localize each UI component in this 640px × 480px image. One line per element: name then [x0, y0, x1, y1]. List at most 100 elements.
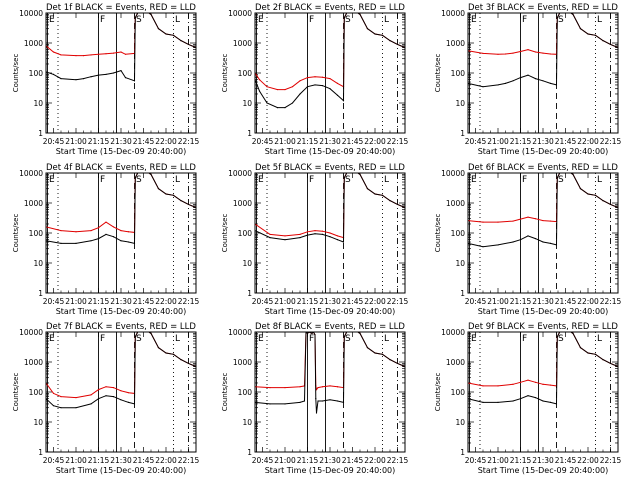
- marker-label: E: [471, 334, 477, 344]
- x-axis-label: Start Time (15-Dec-09 20:40:00): [478, 466, 609, 475]
- events-point: [299, 237, 301, 239]
- events-point: [276, 107, 279, 109]
- events-point: [587, 33, 589, 35]
- y-tick-label: 100: [238, 229, 253, 238]
- events-point: [90, 240, 92, 242]
- detector-panel: Det 4f BLACK = Events, RED = LLD 1 10 100 10…: [12, 163, 200, 316]
- events-point: [315, 398, 317, 400]
- y-tick-label: 100: [238, 388, 253, 397]
- events-point: [482, 86, 484, 88]
- events-point: [306, 86, 309, 88]
- lld-point: [336, 235, 339, 237]
- x-tick-label: 20:45: [465, 456, 487, 465]
- events-point: [269, 237, 271, 239]
- x-tick-label: 21:15: [510, 137, 532, 146]
- plot-frame: [45, 172, 197, 294]
- y-axis-label: Counts/sec: [221, 214, 229, 253]
- events-point: [374, 193, 376, 195]
- x-tick-label: 21:00: [274, 137, 296, 146]
- y-tick-label: 10000: [228, 328, 252, 337]
- x-tick-label: 20:45: [252, 297, 274, 306]
- lld-point: [266, 86, 268, 88]
- y-tick-label: 1: [38, 289, 43, 298]
- x-tick-label: 21:30: [319, 137, 341, 146]
- lld-point: [329, 385, 331, 387]
- events-point: [321, 400, 324, 402]
- detector-panel: Det 5f BLACK = Events, RED = LLD 1 10 100 10…: [221, 163, 409, 316]
- events-point: [172, 194, 175, 196]
- events-point: [366, 188, 369, 190]
- events-point: [187, 203, 190, 205]
- series-lld-line: [255, 173, 405, 239]
- x-tick-label: 21:00: [487, 137, 509, 146]
- events-point: [165, 352, 167, 354]
- series-events-line: [468, 173, 618, 248]
- x-tick-label: 21:45: [342, 137, 364, 146]
- x-tick-label: 22:15: [178, 456, 200, 465]
- events-point: [127, 401, 130, 404]
- events-point: [134, 17, 136, 19]
- events-point: [587, 352, 589, 354]
- events-point: [609, 362, 612, 364]
- x-tick-label: 22:00: [364, 456, 386, 465]
- lld-point: [112, 387, 115, 389]
- events-point: [75, 407, 77, 409]
- lld-point: [336, 82, 339, 85]
- events-point: [594, 353, 597, 355]
- marker-label: S: [136, 175, 142, 185]
- events-point: [172, 34, 175, 36]
- events-point: [120, 70, 122, 72]
- marker-label: E: [258, 334, 264, 344]
- events-point: [527, 395, 529, 397]
- marker-label: F: [309, 15, 314, 25]
- events-point: [572, 13, 574, 15]
- lld-point: [504, 53, 507, 55]
- lld-point: [120, 51, 122, 53]
- lld-point: [127, 231, 130, 233]
- events-point: [542, 400, 544, 402]
- y-axis-label: Counts/sec: [12, 54, 20, 93]
- y-tick-label: 1000: [233, 39, 252, 48]
- y-tick-label: 100: [29, 69, 44, 78]
- events-point: [572, 173, 574, 175]
- x-axis-label: Start Time (15-Dec-09 20:40:00): [56, 147, 187, 156]
- panel-title: Det 9f BLACK = Events, RED = LLD: [468, 322, 618, 332]
- lld-point: [258, 79, 261, 81]
- marker-label: E: [258, 15, 264, 25]
- lld-point: [75, 55, 77, 57]
- x-tick-label: 21:15: [88, 137, 110, 146]
- marker-label: S: [136, 334, 142, 344]
- plot-frame: [254, 12, 406, 134]
- events-point: [97, 398, 100, 400]
- events-point: [60, 407, 62, 409]
- x-tick-label: 21:30: [319, 297, 341, 306]
- y-tick-label: 1: [460, 448, 465, 457]
- events-point: [602, 359, 604, 361]
- plot-frame: [254, 172, 406, 294]
- events-point: [343, 17, 345, 19]
- panel-title: Det 5f BLACK = Events, RED = LLD: [255, 163, 405, 173]
- lld-point: [127, 392, 130, 394]
- x-tick-label: 21:00: [487, 297, 509, 306]
- x-axis-label: Start Time (15-Dec-09 20:40:00): [478, 147, 609, 156]
- y-tick-label: 1000: [446, 358, 465, 367]
- x-axis-label: Start Time (15-Dec-09 20:40:00): [478, 307, 609, 316]
- y-tick-label: 10: [33, 259, 43, 268]
- events-point: [336, 94, 339, 96]
- events-point: [269, 403, 271, 405]
- detector-panel: Det 2f BLACK = Events, RED = LLD 1 10 100 10…: [221, 3, 409, 156]
- y-tick-label: 1: [460, 289, 465, 298]
- events-point: [497, 84, 499, 86]
- x-tick-label: 22:00: [155, 137, 177, 146]
- x-tick-label: 21:45: [555, 297, 577, 306]
- events-point: [512, 80, 514, 82]
- x-tick-label: 22:15: [178, 297, 200, 306]
- lld-point: [105, 221, 107, 223]
- marker-label: S: [345, 175, 351, 185]
- y-tick-label: 100: [451, 69, 466, 78]
- events-point: [75, 79, 77, 81]
- marker-label: E: [471, 175, 477, 185]
- events-point: [519, 77, 522, 79]
- events-point: [519, 239, 522, 241]
- events-point: [374, 33, 376, 35]
